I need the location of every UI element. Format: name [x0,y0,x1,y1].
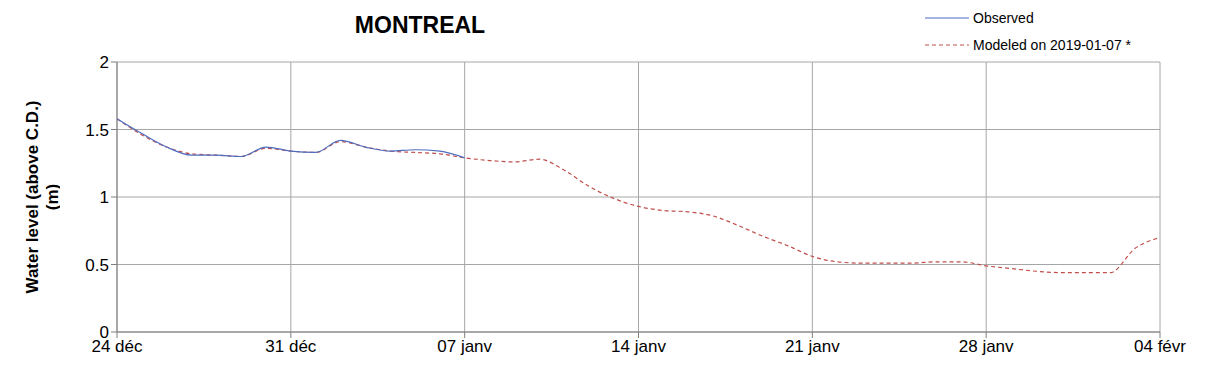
svg-text:04 févr: 04 févr [1134,337,1186,356]
svg-text:24 déc: 24 déc [91,337,143,357]
svg-text:21 janv: 21 janv [785,337,840,356]
svg-text:Water level (above C.D.)(m): Water level (above C.D.)(m) [23,100,60,293]
svg-text:28 janv: 28 janv [959,337,1014,356]
html-text:MONTREAL: MONTREAL [354,12,486,38]
svg-text:31 déc: 31 déc [265,337,317,356]
svg-text:0.5: 0.5 [85,256,109,275]
html-text:Observed: Observed [973,9,1034,26]
svg-text:2: 2 [100,53,109,72]
svg-text:1.5: 1.5 [85,121,109,140]
svg-text:0: 0 [100,323,109,342]
html-text:Modeled on 2019-01-07 *: Modeled on 2019-01-07 * [973,36,1131,53]
svg-text:14 janv: 14 janv [611,337,666,356]
svg-text:07 janv: 07 janv [437,337,492,356]
svg-text:1: 1 [100,188,109,207]
